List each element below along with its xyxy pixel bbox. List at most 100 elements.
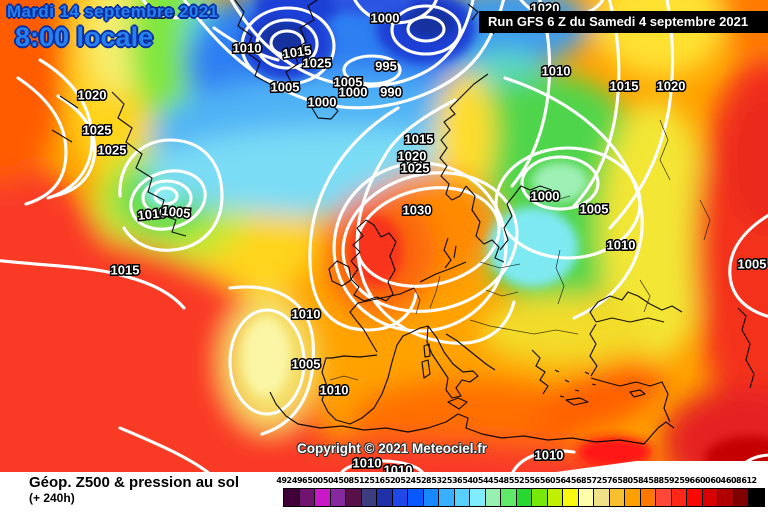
colorbar-value: 504	[322, 476, 339, 485]
colorbar-swatch	[329, 488, 346, 507]
colorbar-swatch	[639, 488, 656, 507]
pressure-label: 1000	[371, 11, 400, 26]
colorbar-swatch	[469, 488, 486, 507]
colorbar-value: 528	[415, 476, 432, 485]
colorbar-swatch	[391, 488, 408, 507]
colorbar-swatch	[360, 488, 377, 507]
colorbar-value: 536	[446, 476, 463, 485]
colorbar-value: 512	[353, 476, 370, 485]
colorbar-swatch	[314, 488, 331, 507]
pressure-label: 1010	[137, 205, 167, 223]
pressure-label: 990	[152, 6, 174, 21]
pressure-label: 1010	[607, 238, 636, 253]
colorbar-value: 572	[586, 476, 602, 485]
forecast-date: Mardi 14 septembre 2021	[7, 2, 219, 21]
pressure-label: 1025	[83, 123, 112, 138]
colorbar-swatch	[422, 488, 439, 507]
pressure-label: 1015	[111, 263, 140, 278]
pressure-label: 1000	[339, 85, 368, 100]
colorbar-value: 500	[307, 476, 323, 485]
pressure-label: 1025	[401, 161, 430, 176]
colorbar-scale-values: 492 496 500 504 508 512 516 520 524 528 532 536 540 5…	[276, 476, 766, 486]
pressure-label: 1015	[405, 132, 434, 147]
pressure-label: 1010	[292, 307, 321, 322]
colorbar-value: 560	[539, 476, 556, 485]
colorbar-value: 564	[555, 476, 571, 485]
colorbar-value: 576	[601, 476, 618, 485]
pressure-label: 1005	[271, 80, 300, 95]
colorbar-swatch	[655, 488, 672, 507]
colorbar-value: 532	[431, 476, 447, 485]
colorbar-swatch	[546, 488, 563, 507]
pressure-label: 1020	[398, 149, 427, 164]
pressure-label: 1010	[233, 41, 262, 56]
colorbar-value: 540	[462, 476, 478, 485]
colorbar-swatch	[484, 488, 501, 507]
pressure-label: 1025	[98, 143, 127, 158]
model-run-info-bar: Run GFS 6 Z du Samedi 4 septembre 2021	[479, 11, 768, 33]
colorbar-swatches	[283, 488, 766, 507]
pressure-label: 995	[375, 59, 397, 74]
colorbar-value: 604	[710, 476, 726, 485]
legend-forecast-hour: (+ 240h)	[29, 491, 75, 505]
colorbar-swatch	[624, 488, 641, 507]
colorbar-value: 516	[369, 476, 385, 485]
colorbar-swatch	[593, 488, 610, 507]
pressure-label: 1010	[542, 64, 571, 79]
colorbar-swatch	[438, 488, 455, 507]
colorbar-value: 552	[508, 476, 525, 485]
colorbar: 492 496 500 504 508 512 516 520 524 528 532 536 540 5…	[276, 476, 766, 507]
legend-title: Géop. Z500 & pression au sol	[29, 474, 240, 491]
colorbar-value: 592	[663, 476, 680, 485]
pressure-label: 1005	[580, 202, 609, 217]
colorbar-value: 548	[493, 476, 509, 485]
pressure-label: 1015	[610, 79, 639, 94]
copyright-notice: Copyright © 2021 Meteociel.fr	[297, 441, 487, 456]
colorbar-swatch	[531, 488, 548, 507]
colorbar-value: 544	[477, 476, 494, 485]
colorbar-swatch	[608, 488, 625, 507]
map-bottom-edge	[556, 461, 768, 472]
pressure-label: 1000	[308, 95, 337, 110]
pressure-label: 1030	[403, 203, 432, 218]
colorbar-swatch	[577, 488, 594, 507]
colorbar-swatch	[562, 488, 579, 507]
pressure-label: 1010	[384, 463, 413, 473]
coastlines	[51, 0, 755, 445]
colorbar-value: 508	[338, 476, 354, 485]
colorbar-value: 596	[679, 476, 695, 485]
pressure-label: 1000	[531, 189, 560, 204]
colorbar-value: 524	[400, 476, 416, 485]
colorbar-value: 520	[384, 476, 401, 485]
pressure-label: 1015	[282, 43, 313, 62]
pressure-label: 1005	[334, 75, 363, 90]
colorbar-value: 612	[741, 476, 757, 485]
pressure-label: 1010	[320, 383, 349, 398]
colorbar-swatch	[407, 488, 424, 507]
colorbar-swatch	[670, 488, 687, 507]
colorbar-swatch	[453, 488, 470, 507]
colorbar-value: 492	[276, 476, 292, 485]
colorbar-value: 496	[291, 476, 308, 485]
pressure-label: 1010	[535, 448, 564, 463]
forecast-datetime-overlay: Mardi 14 septembre 2021 8:00 locale	[7, 2, 219, 52]
colorbar-swatch	[748, 488, 765, 507]
colorbar-swatch	[376, 488, 393, 507]
colorbar-value: 600	[694, 476, 711, 485]
pressure-label: 1005	[738, 257, 767, 272]
colorbar-swatch	[283, 488, 300, 507]
colorbar-swatch	[686, 488, 703, 507]
pressure-label: 1005	[161, 203, 191, 221]
pressure-label: 1020	[657, 79, 686, 94]
pressure-label: 1025	[303, 56, 332, 71]
pressure-label: 1010	[353, 456, 382, 471]
colorbar-swatch	[345, 488, 362, 507]
colorbar-swatch	[701, 488, 718, 507]
legend-panel: Géop. Z500 & pression au sol (+ 240h) 49…	[0, 472, 768, 512]
colorbar-swatch	[732, 488, 749, 507]
colorbar-swatch	[298, 488, 315, 507]
colorbar-value: 584	[632, 476, 649, 485]
